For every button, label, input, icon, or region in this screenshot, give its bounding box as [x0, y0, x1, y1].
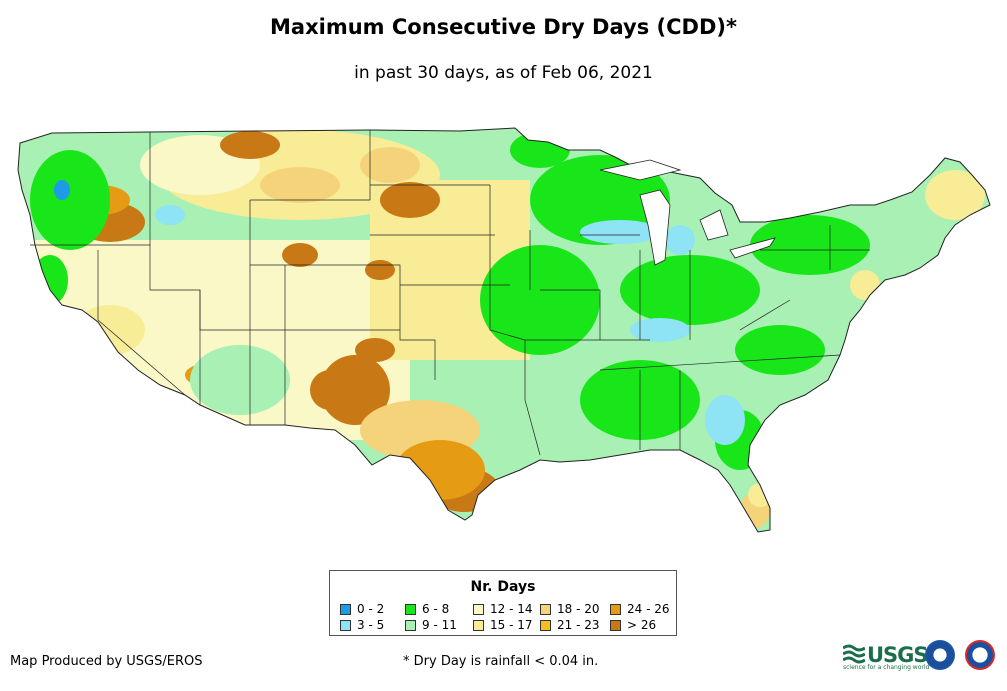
- usgs-logo: USGS: [843, 640, 929, 670]
- lake-michigan: [639, 189, 671, 266]
- legend-label: > 26: [627, 618, 657, 632]
- zone-new-jersey: [850, 270, 880, 300]
- lake-erie: [729, 237, 776, 259]
- legend-swatch: [340, 619, 351, 631]
- legend-label: 9 - 11: [422, 618, 457, 632]
- map-title: Maximum Consecutive Dry Days (CDD)*: [270, 15, 737, 39]
- legend-item: 18 - 20: [540, 602, 600, 616]
- legend-item: 0 - 2: [340, 602, 384, 616]
- legend-item: 21 - 23: [540, 618, 600, 632]
- zone-minnesota-north: [510, 132, 570, 168]
- legend-item: > 26: [610, 618, 656, 632]
- zone-missouri: [480, 245, 600, 355]
- zone-nd-orange: [360, 147, 420, 183]
- legend-title: Nr. Days: [470, 579, 536, 595]
- zone-kentucky-blue: [630, 318, 690, 342]
- weather-service-logo: [965, 640, 995, 670]
- legend-item: 24 - 26: [610, 602, 670, 616]
- zone-california-coast: [32, 255, 68, 305]
- zone-nebraska-dry: [365, 260, 395, 280]
- legend-label: 21 - 23: [557, 618, 600, 632]
- usgs-logo-text: USGS: [867, 643, 929, 667]
- legend-swatch: [540, 603, 551, 615]
- legend: Nr. Days 0 - 2 3 - 5 6 - 8 9 - 11 12 - 14 15 …: [329, 570, 677, 636]
- legend-label: 12 - 14: [490, 602, 533, 616]
- zone-pacific-nw: [30, 150, 110, 250]
- zone-pennsylvania: [750, 215, 870, 275]
- legend-swatch: [405, 603, 416, 615]
- lake-superior: [599, 159, 682, 181]
- legend-label: 18 - 20: [557, 602, 600, 616]
- legend-item: 3 - 5: [340, 618, 384, 632]
- zone-newmexico-ne-dry: [355, 338, 395, 362]
- dry-days-zones: [18, 128, 990, 532]
- legend-item: 15 - 17: [473, 618, 533, 632]
- noaa-logo: [925, 640, 955, 670]
- map-subtitle: in past 30 days, as of Feb 06, 2021: [354, 63, 653, 83]
- legend-swatch: [405, 619, 416, 631]
- map-credit: Map Produced by USGS/EROS: [10, 654, 203, 669]
- zone-montana-dry: [220, 131, 280, 159]
- zone-wyoming-dry: [282, 243, 318, 267]
- zone-wisconsin-blue: [580, 220, 660, 244]
- state-boundaries: [30, 130, 870, 456]
- zone-washington-deep-blue: [54, 180, 70, 200]
- zone-arizona-green: [190, 345, 290, 415]
- zone-texas-dark: [395, 440, 485, 500]
- zone-carolinas: [735, 325, 825, 375]
- legend-item: 12 - 14: [473, 602, 533, 616]
- legend-label: 24 - 26: [627, 602, 670, 616]
- legend-swatch: [540, 619, 551, 631]
- zone-georgia-blue: [705, 395, 745, 445]
- lake-huron: [699, 209, 729, 241]
- zone-nm-sw-dry: [310, 370, 350, 410]
- usgs-tagline: science for a changing world: [843, 664, 930, 671]
- legend-swatch: [473, 619, 484, 631]
- usgs-wave-icon: [843, 644, 865, 664]
- zone-idaho-blue: [155, 205, 185, 225]
- legend-label: 6 - 8: [422, 602, 450, 616]
- zone-dakota-dry: [380, 182, 440, 218]
- zone-michigan-blue: [665, 225, 695, 255]
- legend-item: 9 - 11: [405, 618, 457, 632]
- footnote: * Dry Day is rainfall < 0.04 in.: [403, 654, 599, 669]
- legend-swatch: [610, 619, 621, 631]
- zone-mt-orange: [260, 167, 340, 203]
- legend-swatch: [473, 603, 484, 615]
- legend-swatch: [340, 603, 351, 615]
- legend-label: 15 - 17: [490, 618, 533, 632]
- legend-item: 6 - 8: [405, 602, 449, 616]
- legend-label: 0 - 2: [357, 602, 385, 616]
- legend-label: 3 - 5: [357, 618, 385, 632]
- zone-maine-yellow: [925, 170, 985, 220]
- legend-swatch: [610, 603, 621, 615]
